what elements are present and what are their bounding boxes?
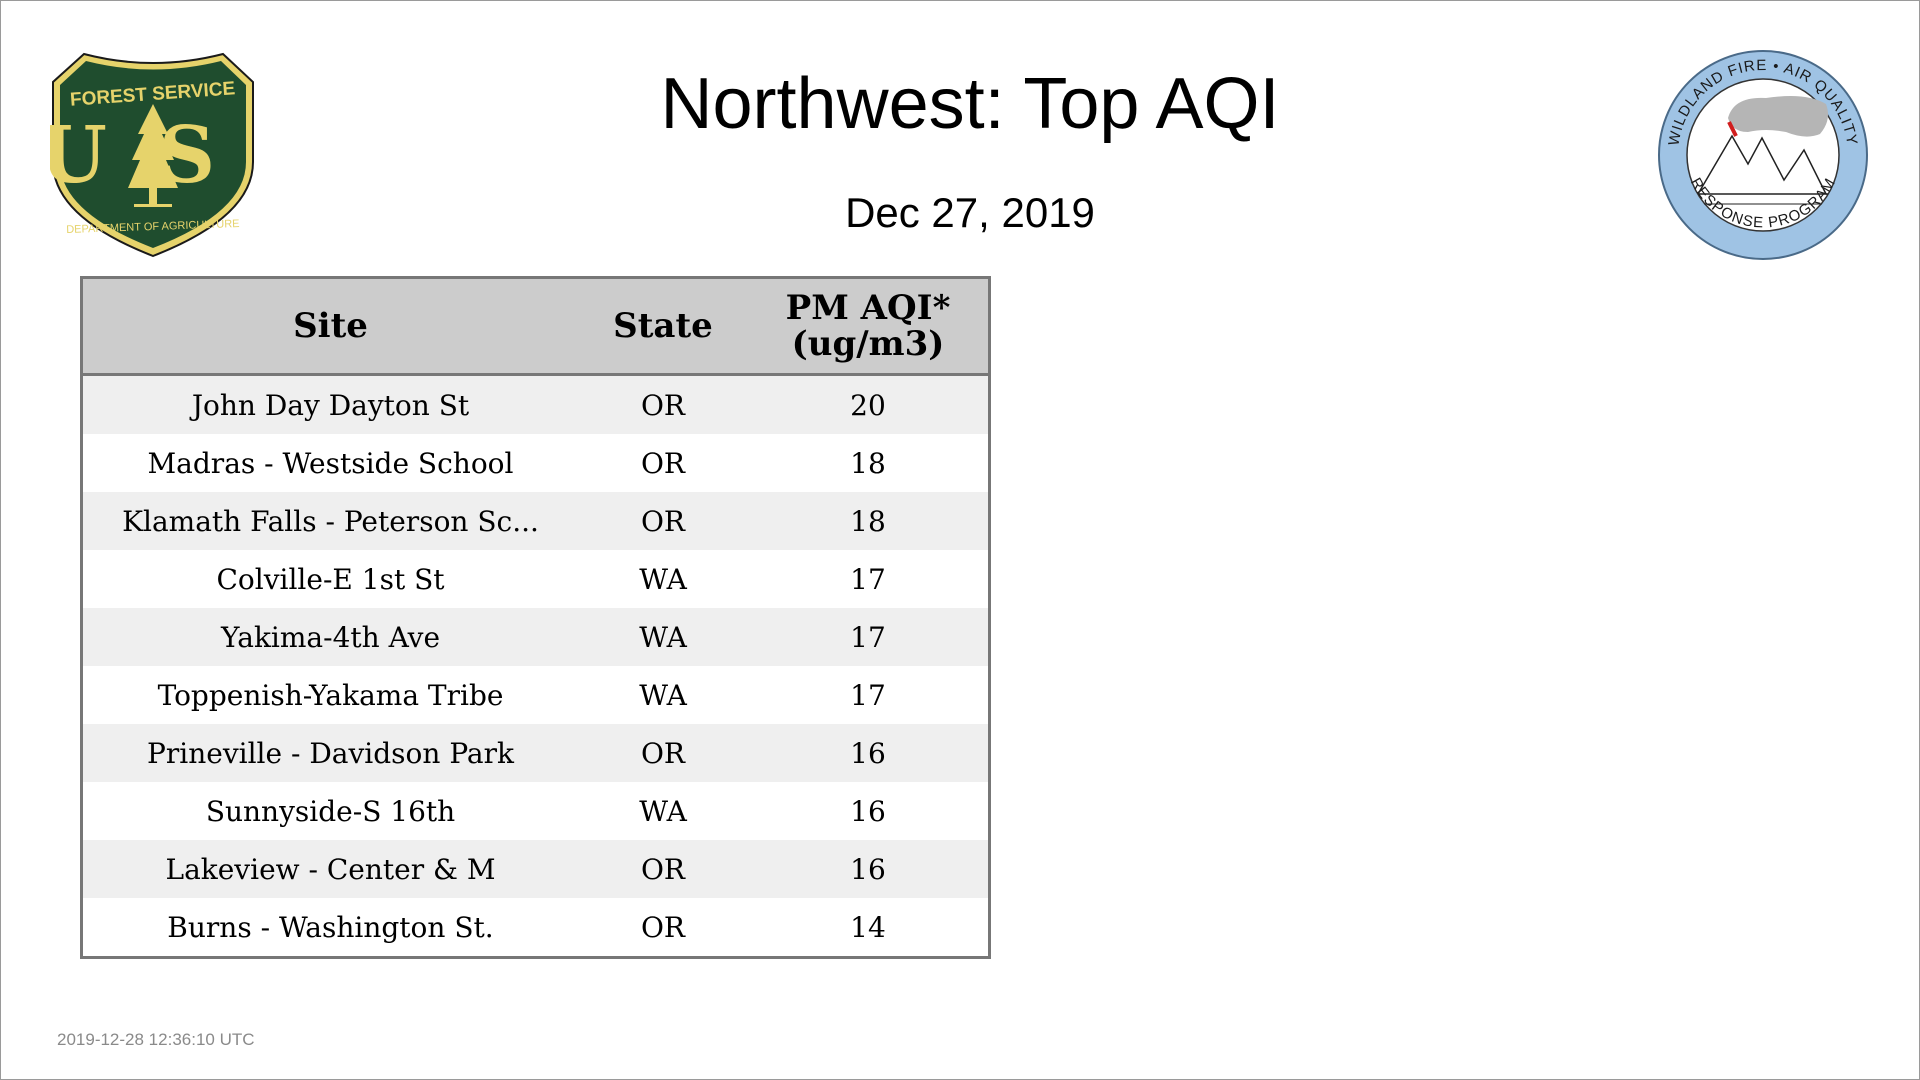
- site-cell: Sunnyside-S 16th: [83, 782, 578, 840]
- state-cell: OR: [578, 724, 748, 782]
- table-row: Sunnyside-S 16th WA 16: [83, 782, 988, 840]
- aqi-cell: 18: [748, 434, 988, 492]
- state-column-header: State: [578, 279, 748, 376]
- table-row: Toppenish-Yakama Tribe WA 17: [83, 666, 988, 724]
- aqi-table-container: Site State PM AQI* (ug/m3) John Day Dayt…: [80, 276, 991, 959]
- state-cell: OR: [578, 898, 748, 956]
- state-cell: OR: [578, 840, 748, 898]
- aqi-cell: 17: [748, 608, 988, 666]
- aqi-cell: 17: [748, 550, 988, 608]
- report-date: Dec 27, 2019: [845, 189, 1095, 236]
- forest-service-shield-icon: FOREST SERVICE US DEPARTMENT OF AGRICULT…: [39, 52, 257, 258]
- table-row: Madras - Westside School OR 18: [83, 434, 988, 492]
- table-row: Prineville - Davidson Park OR 16: [83, 724, 988, 782]
- site-cell: Lakeview - Center & M: [83, 840, 578, 898]
- state-cell: OR: [578, 492, 748, 550]
- page-title: Northwest: Top AQI: [660, 64, 1280, 144]
- aqi-cell: 17: [748, 666, 988, 724]
- site-cell: Prineville - Davidson Park: [83, 724, 578, 782]
- aqi-cell: 20: [748, 374, 988, 434]
- site-cell: Yakima-4th Ave: [83, 608, 578, 666]
- generated-timestamp: 2019-12-28 12:36:10 UTC: [57, 1030, 255, 1049]
- forest-service-logo: FOREST SERVICE US DEPARTMENT OF AGRICULT…: [39, 52, 257, 258]
- aqi-column-header: PM AQI* (ug/m3): [748, 279, 988, 376]
- site-cell: Madras - Westside School: [83, 434, 578, 492]
- table-row: Burns - Washington St. OR 14: [83, 898, 988, 956]
- smoke-plume-icon: [1728, 96, 1828, 137]
- table-row: Lakeview - Center & M OR 16: [83, 840, 988, 898]
- aqi-header-line2: (ug/m3): [791, 324, 945, 364]
- aqi-cell: 16: [748, 840, 988, 898]
- aqi-cell: 18: [748, 492, 988, 550]
- aqi-cell: 14: [748, 898, 988, 956]
- wildland-fire-seal-icon: WILDLAND FIRE • AIR QUALITY RESPONSE PRO…: [1658, 50, 1868, 260]
- table-header-row: Site State PM AQI* (ug/m3): [83, 279, 988, 376]
- aqi-table: Site State PM AQI* (ug/m3) John Day Dayt…: [83, 279, 988, 956]
- aqi-cell: 16: [748, 782, 988, 840]
- state-cell: WA: [578, 666, 748, 724]
- site-cell: John Day Dayton St: [83, 374, 578, 434]
- table-row: Colville-E 1st St WA 17: [83, 550, 988, 608]
- site-cell: Colville-E 1st St: [83, 550, 578, 608]
- table-body: John Day Dayton St OR 20 Madras - Westsi…: [83, 374, 988, 956]
- flame-icon: [1727, 121, 1738, 137]
- shield-letters: US: [50, 110, 257, 201]
- site-column-header: Site: [83, 279, 578, 376]
- table-row: Yakima-4th Ave WA 17: [83, 608, 988, 666]
- state-cell: OR: [578, 434, 748, 492]
- site-cell: Burns - Washington St.: [83, 898, 578, 956]
- site-cell: Toppenish-Yakama Tribe: [83, 666, 578, 724]
- state-cell: OR: [578, 374, 748, 434]
- state-cell: WA: [578, 782, 748, 840]
- wildland-fire-logo: WILDLAND FIRE • AIR QUALITY RESPONSE PRO…: [1656, 48, 1870, 262]
- table-row: Klamath Falls - Peterson Sc... OR 18: [83, 492, 988, 550]
- mountains-icon: [1697, 134, 1827, 195]
- state-cell: WA: [578, 550, 748, 608]
- site-cell: Klamath Falls - Peterson Sc...: [83, 492, 578, 550]
- table-row: John Day Dayton St OR 20: [83, 374, 988, 434]
- aqi-cell: 16: [748, 724, 988, 782]
- state-cell: WA: [578, 608, 748, 666]
- tree-icon: [128, 104, 178, 207]
- aqi-header-line1: PM AQI*: [785, 288, 951, 328]
